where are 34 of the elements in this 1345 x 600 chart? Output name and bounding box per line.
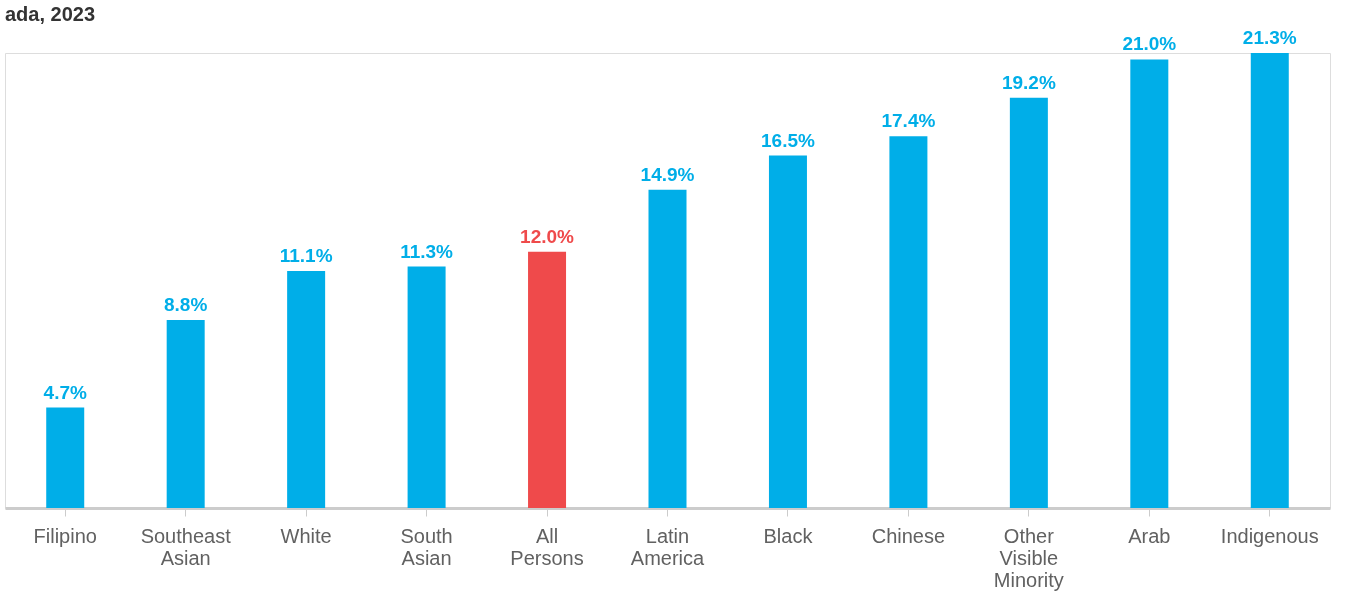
data-label: 11.1% (279, 244, 333, 266)
x-tick-label: White (280, 524, 332, 547)
data-label: 21.3% (1242, 27, 1297, 48)
bar (407, 266, 446, 508)
bar (287, 270, 326, 508)
data-label: 16.5% (761, 129, 815, 151)
x-tick-label: South Asian (400, 524, 453, 569)
x-tick-label: Indigenous (1220, 524, 1319, 547)
data-label: 4.7% (43, 381, 87, 403)
bar (528, 251, 567, 508)
x-tick-label: Filipino (33, 524, 97, 547)
x-tick-label: Chinese (871, 524, 946, 547)
x-tick-label: Latin America (630, 524, 706, 569)
bar (889, 136, 928, 508)
x-tick-label: Black (763, 524, 814, 547)
data-label: 17.4% (881, 110, 936, 132)
bar (1250, 53, 1289, 508)
x-tick-label: Southeast Asian (140, 524, 232, 569)
data-label: 14.9% (640, 163, 695, 185)
x-tick-label: Arab (1128, 524, 1171, 547)
data-label: 21.0% (1122, 33, 1177, 55)
data-label: 12.0% (520, 225, 575, 247)
data-label: 8.8% (164, 294, 208, 316)
bar (768, 155, 807, 508)
data-label: 11.3% (400, 240, 454, 262)
bar (166, 320, 205, 508)
data-label: 19.2% (1001, 71, 1056, 93)
bar (46, 407, 85, 508)
x-tick-label: All Persons (510, 524, 584, 569)
bar (1130, 59, 1169, 508)
bar (648, 189, 687, 508)
x-tick-label: Other Visible Minority (993, 524, 1064, 591)
chart-title: ada, 2023 (5, 3, 96, 25)
bar (1009, 97, 1048, 508)
